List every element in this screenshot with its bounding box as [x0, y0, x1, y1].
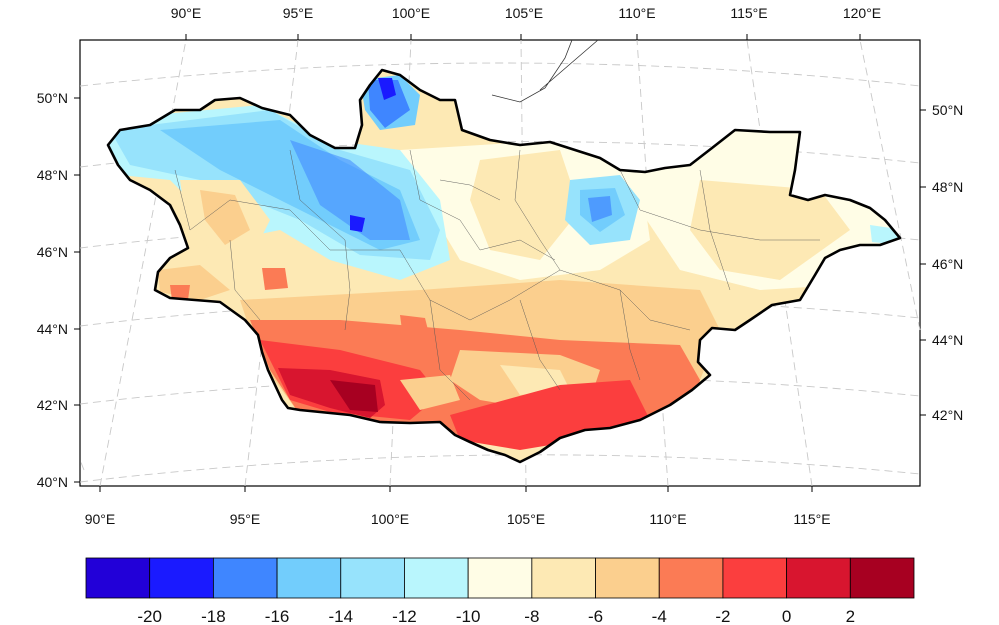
- colorbar-swatch: [595, 557, 660, 599]
- right-lat-label: 44°N: [932, 332, 963, 348]
- province-boundaries: [174, 149, 820, 401]
- coastline: [491, 39, 599, 103]
- colorbar-label: -4: [652, 607, 667, 625]
- colorbar-label: -2: [715, 607, 730, 625]
- right-lat-label: 42°N: [932, 407, 963, 423]
- colorbar-swatch: [849, 557, 915, 599]
- left-lat-label: 44°N: [37, 321, 68, 337]
- top-lon-label: 110°E: [618, 5, 655, 21]
- colorbar-label: -8: [524, 607, 539, 625]
- right-lat-label: 48°N: [932, 179, 963, 195]
- left-lat-label: 48°N: [37, 167, 68, 183]
- colorbar-swatch: [786, 557, 851, 599]
- right-lat-label: 50°N: [932, 102, 963, 118]
- left-lat-label: 42°N: [37, 397, 68, 413]
- top-lon-label: 120°E: [843, 5, 881, 21]
- bottom-lon-label: 100°E: [371, 511, 409, 527]
- colorbar-swatch: [212, 557, 278, 599]
- colorbar-swatch: [85, 557, 151, 599]
- top-lon-label: 90°E: [171, 5, 202, 21]
- colorbar-swatch: [149, 557, 214, 599]
- bottom-lon-label: 105°E: [507, 511, 545, 527]
- colorbar-swatch: [404, 557, 469, 599]
- bottom-lon-label: 90°E: [85, 511, 116, 527]
- bottom-lon-label: 95°E: [230, 511, 261, 527]
- colorbar: -20 -18 -16 -14 -12 -10 -8 -6 -4 -2 0 2: [85, 557, 915, 625]
- left-lat-label: 40°N: [37, 474, 68, 490]
- top-lon-label: 95°E: [283, 5, 314, 21]
- top-lon-label: 100°E: [392, 5, 430, 21]
- left-lat-label: 46°N: [37, 244, 68, 260]
- colorbar-label: -20: [137, 607, 162, 625]
- top-lon-label: 115°E: [730, 5, 767, 21]
- right-lat-label: 46°N: [932, 256, 963, 272]
- colorbar-swatch: [531, 557, 596, 599]
- colorbar-label: -18: [201, 607, 226, 625]
- bottom-lon-label: 110°E: [649, 511, 686, 527]
- colorbar-label: -14: [328, 607, 353, 625]
- country-border: [106, 68, 902, 464]
- top-lon-label: 105°E: [505, 5, 543, 21]
- colorbar-swatch: [722, 557, 788, 599]
- colorbar-swatch: [658, 557, 724, 599]
- colorbar-swatch: [276, 557, 342, 599]
- left-lat-label: 50°N: [37, 90, 68, 106]
- colorbar-label: -16: [265, 607, 290, 625]
- bottom-lon-label: 115°E: [793, 511, 830, 527]
- frame-ticks: [74, 34, 926, 492]
- colorbar-swatch: [340, 557, 405, 599]
- colorbar-label: -10: [456, 607, 481, 625]
- colorbar-label: -6: [588, 607, 603, 625]
- colorbar-label: 2: [846, 607, 855, 625]
- temperature-field: [108, 70, 900, 462]
- colorbar-label: 0: [782, 607, 791, 625]
- colorbar-swatch: [467, 557, 533, 599]
- colorbar-label: -12: [392, 607, 417, 625]
